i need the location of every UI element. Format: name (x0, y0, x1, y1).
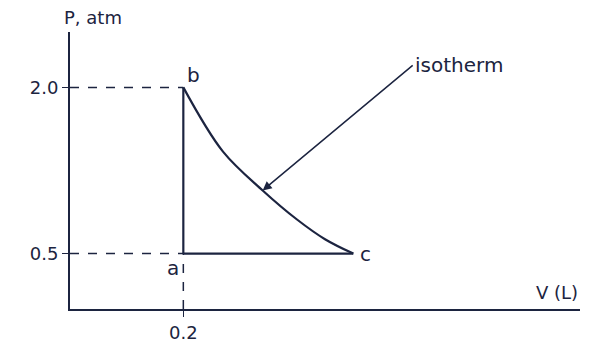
svg-text:b: b (187, 63, 200, 87)
svg-text:2.0: 2.0 (30, 77, 59, 98)
svg-text:P, atm: P, atm (64, 7, 122, 28)
svg-text:isotherm: isotherm (415, 53, 503, 77)
svg-text:V (L): V (L) (536, 282, 578, 303)
svg-text:0.2: 0.2 (169, 322, 198, 343)
svg-text:c: c (360, 242, 371, 266)
svg-text:a: a (167, 256, 179, 280)
svg-text:0.5: 0.5 (30, 243, 59, 264)
